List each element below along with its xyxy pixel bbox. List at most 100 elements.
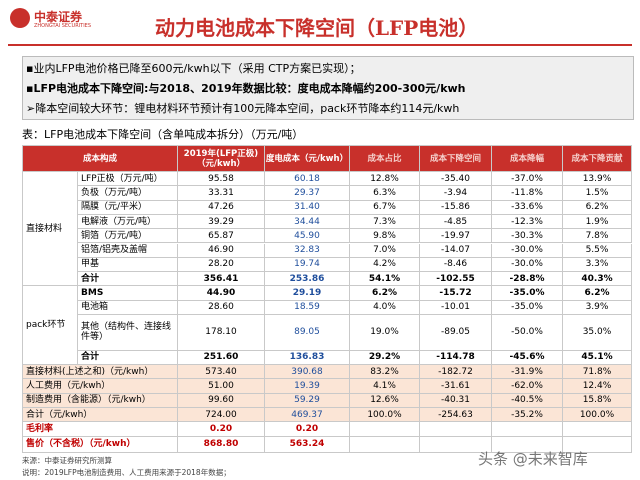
table-cell: 6.2% [350, 286, 420, 301]
table-cell: -19.97 [420, 229, 492, 244]
table-cell: 34.44 [265, 214, 350, 230]
table-cell: 19.39 [265, 379, 350, 394]
table-cell: -114.78 [420, 350, 492, 366]
table-cell: -4.85 [420, 214, 492, 230]
table-cell: 33.31 [178, 186, 265, 201]
table-cell: -45.6% [492, 350, 563, 366]
row-label: 合计 [78, 350, 178, 366]
table-cell: 32.83 [265, 243, 350, 258]
table-cell: 45.1% [563, 350, 632, 366]
bullet: ▪LFP电池成本下降空间:与2018、2019年数据比较：度电成本降幅约200-… [26, 82, 466, 95]
table-cell: 0.20 [178, 422, 265, 437]
table-cell: 7.0% [350, 243, 420, 258]
table-cell: 6.2% [563, 200, 632, 215]
logo-icon [10, 8, 30, 28]
table-cell: 46.90 [178, 243, 265, 258]
bullet-text: LFP电池成本下降空间:与2018、2019年数据比较：度电成本降幅约200-3… [33, 82, 466, 95]
row-label: 人工费用（元/kwh） [22, 379, 178, 394]
header-cell: 成本占比 [350, 145, 420, 172]
table-cell: 39.29 [178, 214, 265, 230]
table-cell [420, 422, 492, 437]
table-cell: -31.61 [420, 379, 492, 394]
table-cell: -15.72 [420, 286, 492, 301]
header-cell: 成本降幅 [492, 145, 563, 172]
table-cell: 13.9% [563, 172, 632, 187]
table-cell: 4.0% [350, 300, 420, 315]
header-cell: 度电成本（元/kwh） [265, 145, 350, 172]
bullet-text: 降本空间较大环节：锂电材料环节预计有100元降本空间，pack环节降本约114元… [35, 102, 460, 115]
source: 来源：中泰证券研究所测算 [22, 456, 112, 465]
table-cell: 390.68 [265, 365, 350, 380]
table-cell: -14.07 [420, 243, 492, 258]
table-cell: 47.26 [178, 200, 265, 215]
table-cell: 100.0% [563, 407, 632, 423]
table-cell: 100.0% [350, 407, 420, 423]
table-cell: 60.18 [265, 172, 350, 187]
row-label: LFP正极（万元/吨） [78, 172, 178, 187]
table-cell: 3.3% [563, 257, 632, 273]
table-cell: 3.9% [563, 300, 632, 315]
table-cell: 65.87 [178, 229, 265, 244]
table-cell [420, 436, 492, 453]
table-cell: -35.2% [492, 407, 563, 423]
table-cell: -30.0% [492, 243, 563, 258]
table-cell: 59.29 [265, 393, 350, 408]
table-cell: 28.20 [178, 257, 265, 273]
row-label: 合计 [78, 272, 178, 287]
rule [8, 44, 632, 46]
table-cell: 40.3% [563, 272, 632, 287]
row-label: 直接材料(上述之和)（元/kwh） [22, 365, 178, 380]
table-cell: 89.05 [265, 315, 350, 351]
table-cell: -10.01 [420, 300, 492, 315]
table-cell: -11.8% [492, 186, 563, 201]
row-label: 电解液（万元/吨） [78, 214, 178, 230]
table-cell: 563.24 [265, 436, 350, 453]
table-cell: 251.60 [178, 350, 265, 366]
logo: 中泰证券 [34, 10, 83, 24]
table-cell: 6.3% [350, 186, 420, 201]
table-cell [492, 422, 563, 437]
header-cell: 成本下降空间 [420, 145, 492, 172]
table-cell: 5.5% [563, 243, 632, 258]
table-cell: 29.19 [265, 286, 350, 301]
table-cell: 19.0% [350, 315, 420, 351]
table-cell: -254.63 [420, 407, 492, 423]
table-cell: 4.1% [350, 379, 420, 394]
table-cell [350, 436, 420, 453]
table-cell: 99.60 [178, 393, 265, 408]
row-label: 铝箔/铝壳及盖帽 [78, 243, 178, 258]
table-cell: 573.40 [178, 365, 265, 380]
row-label: 毛利率 [22, 422, 178, 437]
table-cell: 178.10 [178, 315, 265, 351]
header-cell: 成本下降贡献 [563, 145, 632, 172]
table-cell [492, 436, 563, 453]
table-cell: -62.0% [492, 379, 563, 394]
table-cell: 1.9% [563, 214, 632, 230]
table-cell [563, 422, 632, 437]
table-cell: -28.8% [492, 272, 563, 287]
table-cell: 9.8% [350, 229, 420, 244]
table-cell: -102.55 [420, 272, 492, 287]
table-cell [350, 422, 420, 437]
table-cell [563, 436, 632, 453]
bullet-text: 业内LFP电池价格已降至600元/kwh以下（采用 CTP方案已实现）； [33, 62, 361, 75]
table-cell: -31.9% [492, 365, 563, 380]
table-cell: 6.7% [350, 200, 420, 215]
group-label: pack环节 [22, 286, 78, 366]
row-label: 电池箱 [78, 300, 178, 315]
title: 动力电池成本下降空间（LFP电池） [155, 16, 479, 40]
table-cell: 45.90 [265, 229, 350, 244]
table-cell: 28.60 [178, 300, 265, 315]
table-cell: 12.6% [350, 393, 420, 408]
table-cell: 6.2% [563, 286, 632, 301]
bullet: ➢降本空间较大环节：锂电材料环节预计有100元降本空间，pack环节降本约114… [26, 102, 460, 115]
table-cell: 0.20 [265, 422, 350, 437]
table-cell: 12.4% [563, 379, 632, 394]
row-label: 负极（万元/吨） [78, 186, 178, 201]
watermark: 头条 @未来智库 [478, 450, 588, 468]
table-cell: -8.46 [420, 257, 492, 273]
table-cell: 19.74 [265, 257, 350, 273]
bullet-box [22, 56, 634, 120]
table-cell: -182.72 [420, 365, 492, 380]
